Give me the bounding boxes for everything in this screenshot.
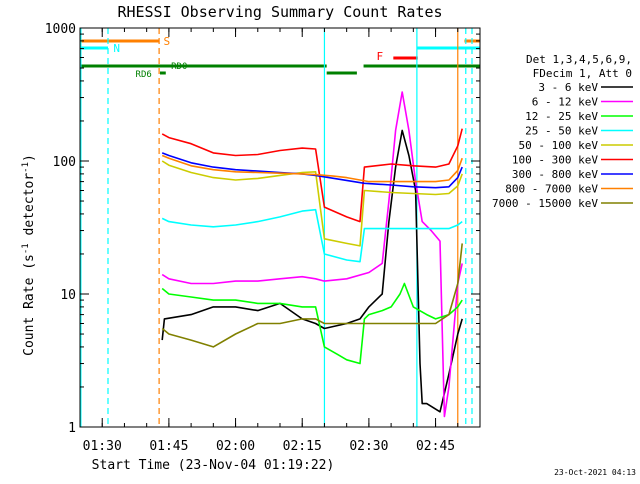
y-tick-label-1: 1 (68, 421, 76, 436)
footer-date: 23-Oct-2021 04:13 (554, 468, 636, 477)
legend-label-100-300-kev: 100 - 300 keV (512, 154, 598, 167)
y-tick-label-10: 10 (60, 288, 76, 303)
legend-label-3-6-kev: 3 - 6 keV (538, 81, 598, 94)
x-tick-label-01-45: 01:45 (149, 439, 188, 454)
legend-header-line2: FDecim 1, Att 0 (533, 67, 632, 80)
y-tick-label-1000: 1000 (45, 22, 76, 37)
y-axis-label-end: ) (22, 154, 37, 162)
legend-header-line1: Det 1,3,4,5,6,9, (526, 53, 632, 66)
legend-label-300-800-kev: 300 - 800 keV (512, 168, 598, 181)
flag-label-n: N (113, 42, 120, 55)
y-axis-label-exp2: -1 (21, 162, 31, 173)
flag-label-f: F (376, 50, 383, 63)
chart-title: RHESSI Observing Summary Count Rates (117, 3, 442, 21)
series-line-7000-15000-kev (161, 243, 463, 348)
series-line-25-50-kev (161, 208, 463, 263)
legend-label-800-7000-kev: 800 - 7000 keV (505, 183, 598, 196)
legend-label-6-12-kev: 6 - 12 keV (532, 96, 599, 109)
series-line-3-6-kev (161, 129, 463, 413)
legend-label-50-100-kev: 50 - 100 keV (519, 139, 599, 152)
legend-label-25-50-kev: 25 - 50 keV (525, 125, 598, 138)
series-line-100-300-kev (161, 128, 463, 223)
vertical-markers (80, 28, 473, 427)
x-tick-label-02-45: 02:45 (416, 439, 455, 454)
x-tick-label-02-15: 02:15 (283, 439, 322, 454)
series-line-6-12-kev (161, 91, 463, 418)
x-axis-ticks: 01:30 01:45 02:00 02:15 02:30 02:45 (79, 28, 481, 454)
y-axis-label-mid: detector (22, 173, 37, 244)
y-tick-label-100: 100 (53, 155, 76, 170)
series-line-800-7000-kev (161, 154, 463, 183)
series-line-12-25-kev (161, 282, 463, 365)
flag-label-rd6: RD6 (136, 70, 152, 80)
legend-label-7000-15000-kev: 7000 - 15000 keV (492, 197, 598, 210)
y-axis-ticks: 1 10 100 1000 (45, 22, 480, 436)
legend-label-12-25-kev: 12 - 25 keV (525, 110, 598, 123)
x-tick-label-02-30: 02:30 (349, 439, 388, 454)
series-lines (161, 91, 463, 418)
y-axis-label: Count Rate (s-1 detector-1) (21, 154, 37, 356)
y-axis-label-main: Count Rate (s (22, 254, 37, 356)
flag-label-s: S (164, 35, 171, 48)
x-tick-label-02-00: 02:00 (216, 439, 255, 454)
flag-label-rd0: RD0 (171, 62, 187, 72)
series-line-50-100-kev (161, 160, 463, 247)
y-axis-label-exp: -1 (21, 243, 31, 254)
x-tick-label-01-30: 01:30 (83, 439, 122, 454)
x-axis-label: Start Time (23-Nov-04 01:19:22) (92, 458, 335, 473)
